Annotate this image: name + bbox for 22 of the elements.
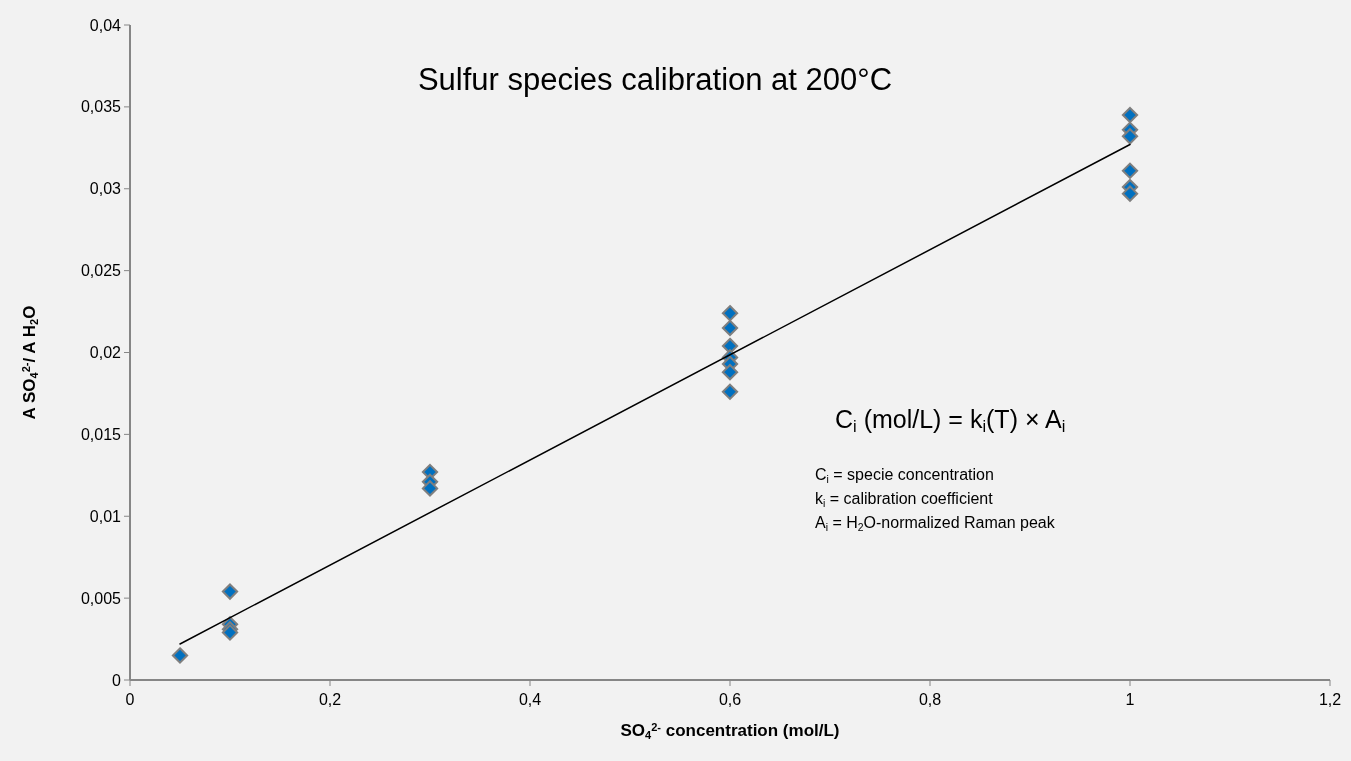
y-tick-label: 0,005 [80, 589, 122, 607]
x-tick-label: 0,6 [718, 691, 742, 708]
x-tick-label: 1 [1125, 691, 1135, 708]
x-tick-label: 1,2 [1318, 691, 1342, 708]
x-tick-label: 0,8 [918, 691, 942, 708]
annotation: A$_{i}$ = H$_{2}$O-normalized Raman peak [815, 514, 1056, 533]
y-tick-label: 0,015 [80, 425, 122, 443]
x-tick-label: 0,4 [518, 691, 542, 708]
annotation: C$_{i}$ = specie concentration [815, 466, 994, 485]
y-tick-label: 0,03 [89, 180, 122, 198]
text: Sulfur species calibration at 200°C [417, 62, 893, 97]
y-tick-label: 0,01 [89, 507, 122, 525]
annotation: k$_{i}$ = calibration coefficient [815, 490, 994, 509]
y-tick-label: 0,04 [89, 16, 122, 34]
annotation: C$_{i}$ (mol/L) = k$_{i}$(T) × A$_{i}$ [835, 405, 1066, 435]
y-tick-label: 0,035 [80, 98, 122, 116]
y-tick-label: 0,02 [89, 344, 122, 362]
y-tick-label: 0 [112, 671, 122, 689]
x-tick-label: 0 [125, 691, 135, 708]
y-tick-label: 0,025 [80, 262, 122, 280]
x-tick-label: 0,2 [318, 691, 342, 708]
x-axis-title: SO$_{4}$$^{2-}$ concentration (mol/L) [620, 721, 840, 741]
